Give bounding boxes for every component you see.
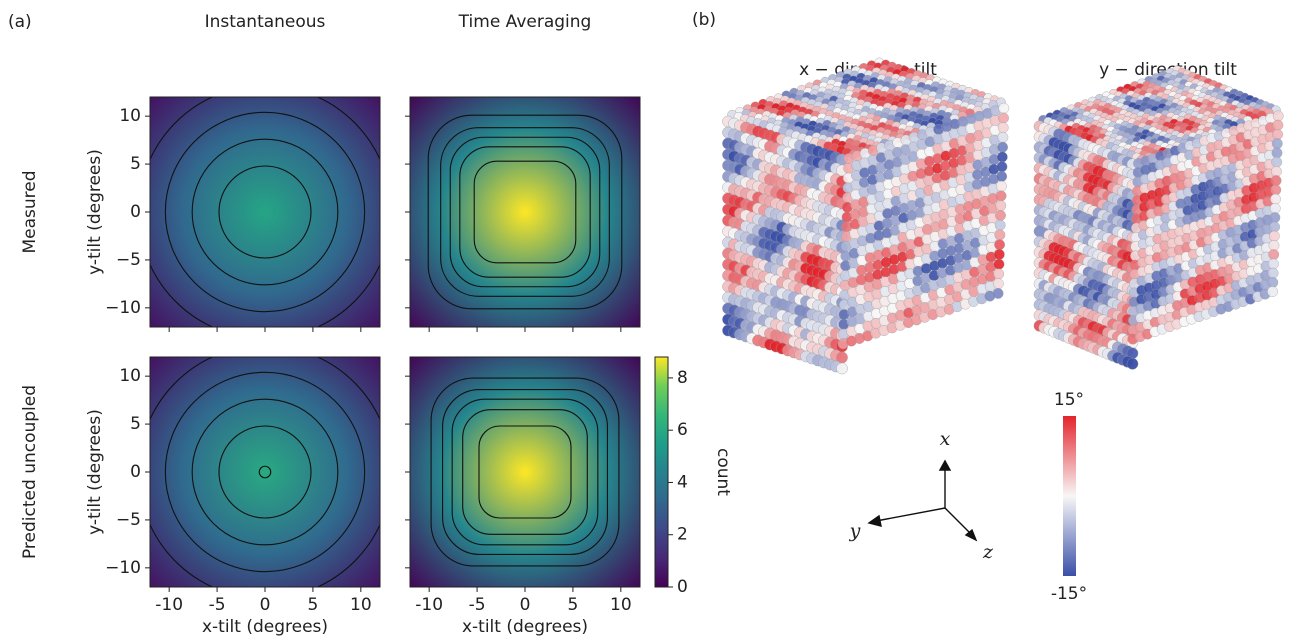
x-tick-label: 10: [350, 595, 372, 615]
atom: [999, 103, 1009, 113]
atom: [996, 191, 1006, 201]
heatmap-field: [410, 97, 640, 327]
atom: [997, 171, 1007, 181]
y-axis-label: y-tilt (degrees): [85, 149, 105, 275]
axis-name: z: [982, 541, 994, 563]
x-tick-label: -10: [415, 595, 443, 615]
y-tick-label: −10: [105, 558, 141, 578]
x-axis-label: x-tilt (degrees): [462, 617, 588, 637]
atom: [995, 220, 1005, 230]
arrow-head: [966, 530, 976, 540]
atom: [993, 288, 1003, 298]
atom: [1272, 157, 1282, 167]
y-tick-label: −5: [116, 510, 141, 530]
atom: [997, 152, 1007, 162]
atom: [998, 113, 1008, 123]
atom: [836, 363, 847, 374]
atom: [1272, 138, 1282, 148]
x-tick-label: -5: [209, 595, 226, 615]
cubes: [722, 58, 1283, 374]
y-tick-label: 5: [130, 414, 141, 434]
atom: [1270, 194, 1280, 204]
y-axis-label: y-tilt (degrees): [85, 409, 105, 535]
x-tick-label: 10: [610, 595, 632, 615]
arrow-head: [940, 461, 950, 470]
column-title: Time Averaging: [458, 12, 592, 32]
atom: [1271, 175, 1281, 185]
x-tick-label: 5: [568, 595, 579, 615]
atom: [997, 162, 1007, 172]
x-tick-label: 5: [308, 595, 319, 615]
tilt-colorbar: [1063, 416, 1076, 576]
axis-triad: [869, 461, 976, 540]
arrow-head: [869, 516, 881, 526]
atom: [994, 259, 1004, 269]
colorbar-tick-label: 2: [677, 525, 688, 545]
heatmap-field: [150, 97, 380, 327]
panel-label: (a): [8, 12, 32, 32]
colorbar-label: 15°: [1054, 390, 1084, 410]
axis-name: y: [849, 520, 861, 542]
y-tick-label: −5: [116, 250, 141, 270]
atom: [998, 123, 1008, 133]
heatmap-field: [150, 357, 380, 587]
colorbar-label: -15°: [1051, 584, 1087, 604]
colorbar-title: count: [713, 448, 733, 496]
axis-arrow: [876, 508, 945, 521]
atom: [1273, 111, 1283, 121]
atom: [1273, 120, 1283, 130]
atom: [1267, 286, 1277, 296]
atom: [1271, 166, 1281, 176]
atom: [1269, 240, 1279, 250]
axis-arrow: [945, 508, 972, 535]
heatmap-field: [410, 357, 640, 587]
y-tick-label: −10: [105, 298, 141, 318]
atom: [1269, 249, 1279, 259]
y-tick-label: 0: [130, 462, 141, 482]
atom: [1272, 129, 1282, 139]
x-tick-label: -10: [155, 595, 183, 615]
atom: [996, 181, 1006, 191]
atom: [998, 132, 1008, 142]
atom: [1269, 222, 1279, 232]
y-tick-label: 5: [130, 154, 141, 174]
y-tick-label: 10: [119, 106, 141, 126]
atom: [993, 279, 1003, 289]
colorbar-tick-label: 6: [677, 420, 688, 440]
figure: (a) Instantaneous Time Averaging Measure…: [0, 0, 1306, 640]
atom: [1127, 358, 1138, 369]
axis-name: x: [940, 428, 951, 450]
atom: [997, 142, 1007, 152]
atom: [995, 230, 1005, 240]
atom: [1271, 185, 1281, 195]
colorbar: [655, 357, 668, 587]
atom: [1270, 212, 1280, 222]
y-tick-label: 0: [130, 202, 141, 222]
atom: [994, 249, 1004, 259]
colorbar-tick-label: 8: [677, 368, 688, 388]
atom: [995, 210, 1005, 220]
x-tick-label: 0: [260, 595, 271, 615]
x-tick-label: -5: [469, 595, 486, 615]
atom: [1270, 203, 1280, 213]
y-tick-label: 10: [119, 366, 141, 386]
colorbar-tick-label: 0: [677, 577, 688, 597]
atom: [994, 240, 1004, 250]
atom: [1269, 231, 1279, 241]
x-tick-label: 0: [520, 595, 531, 615]
x-axis-label: x-tilt (degrees): [202, 617, 328, 637]
row-label: Predicted uncoupled: [20, 385, 40, 559]
atom: [996, 201, 1006, 211]
atom: [1272, 148, 1282, 158]
row-label: Measured: [20, 170, 40, 253]
atom: [994, 269, 1004, 279]
atom: [1268, 277, 1278, 287]
colorbar-tick-label: 4: [677, 472, 688, 492]
column-title: Instantaneous: [205, 12, 326, 32]
panel-label: (b): [692, 10, 716, 30]
atom: [1268, 268, 1278, 278]
atom: [1268, 259, 1278, 269]
